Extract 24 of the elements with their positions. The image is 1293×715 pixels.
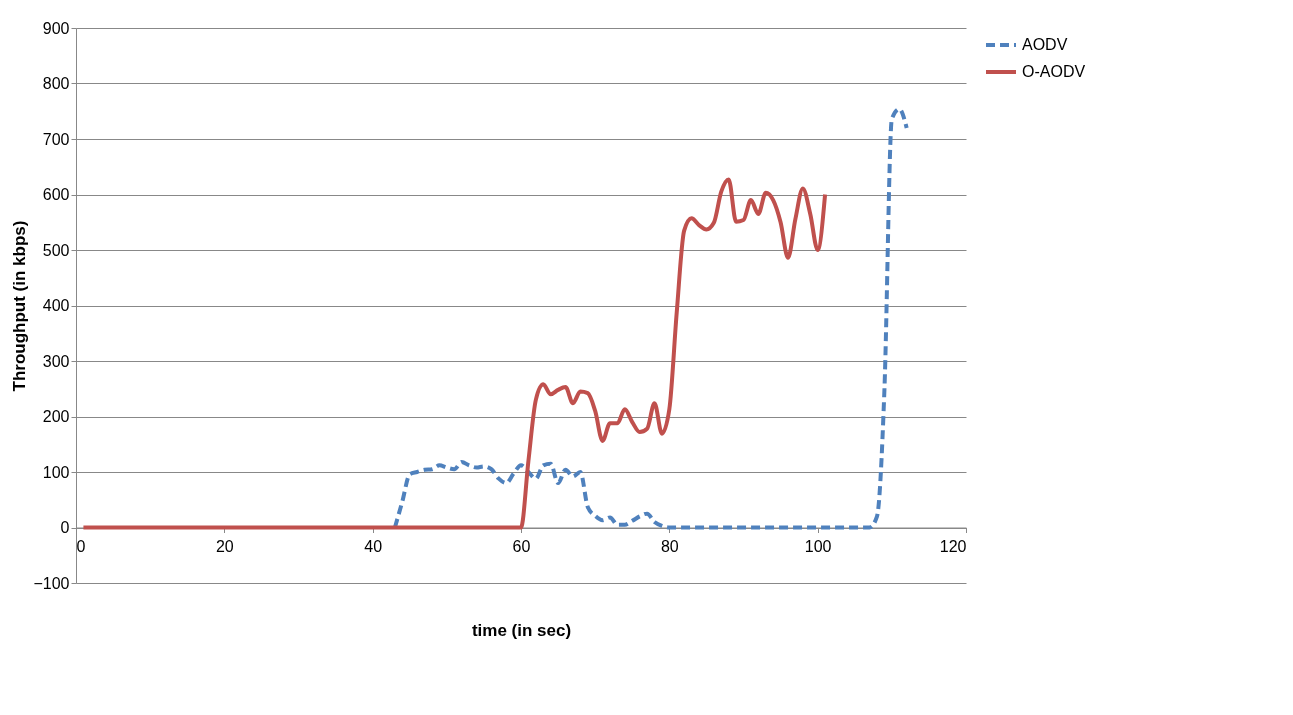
line-series [392, 107, 909, 530]
legend-label: AODV [1022, 36, 1068, 53]
y-tick-label: 900 [42, 19, 70, 37]
x-tick-label: 60 [512, 538, 531, 555]
line-series [81, 177, 828, 530]
x-tick-label: 80 [660, 538, 679, 555]
y-tick-label: 800 [42, 75, 70, 92]
y-axis-title: Throughput (in kbps) [10, 220, 30, 392]
y-tick-label: 700 [42, 130, 70, 148]
x-tick-label: 20 [215, 538, 234, 555]
y-tick-label: 200 [42, 408, 70, 425]
y-tick-label: 300 [42, 352, 70, 370]
x-tick-label: 100 [804, 538, 832, 555]
x-axis-title: time (in sec) [471, 620, 572, 640]
y-tick-label: 0 [60, 519, 70, 536]
y-tick-label: 600 [42, 186, 70, 203]
y-tick-label: 400 [42, 297, 70, 314]
x-tick-label: 0 [76, 538, 86, 555]
x-tick-label: 120 [939, 538, 967, 555]
legend-label: O-AODV [1022, 63, 1086, 80]
x-tick-label: 40 [364, 538, 383, 555]
y-tick-label: −100 [33, 574, 70, 592]
y-tick-label: 500 [42, 241, 70, 259]
y-tick-label: 100 [42, 463, 70, 481]
